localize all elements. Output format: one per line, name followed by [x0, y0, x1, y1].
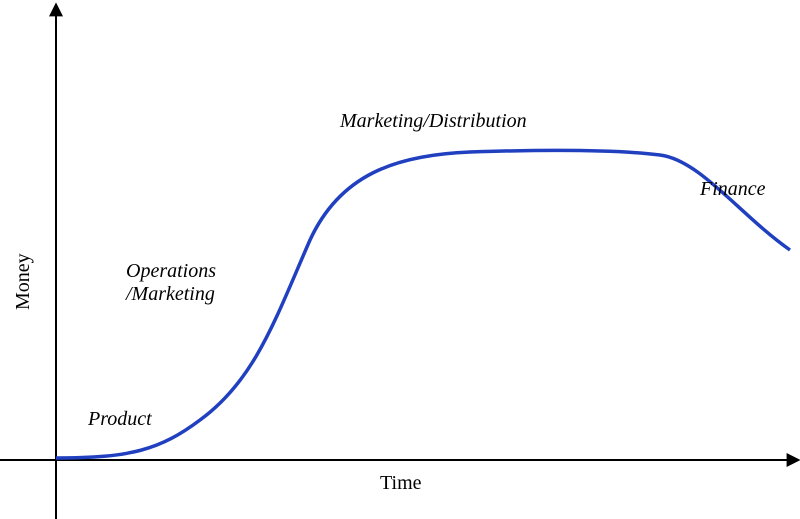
chart-svg — [0, 0, 800, 519]
phase-label-finance: Finance — [700, 178, 766, 201]
y-axis-label: Money — [12, 253, 35, 310]
phase-label-product: Product — [88, 408, 152, 431]
x-axis-label: Time — [380, 472, 422, 495]
phase-label-operations-marketing: Operations /Marketing — [126, 260, 216, 306]
phase-label-marketing-distribution: Marketing/Distribution — [340, 110, 527, 133]
lifecycle-chart: Money Time Product Operations /Marketing… — [0, 0, 800, 519]
